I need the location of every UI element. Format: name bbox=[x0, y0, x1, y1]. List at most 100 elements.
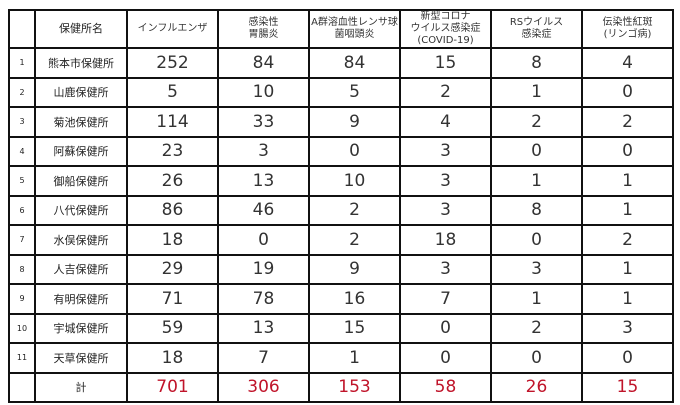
row-number: 1 bbox=[8, 47, 36, 79]
case-count: 0 bbox=[581, 342, 674, 374]
health-center-name: 熊本市保健所 bbox=[34, 47, 128, 79]
health-center-name: 宇城保健所 bbox=[34, 312, 128, 344]
case-count: 18 bbox=[399, 224, 492, 256]
header-line: 感染性 bbox=[248, 17, 279, 28]
case-count: 2 bbox=[308, 224, 401, 256]
case-count: 4 bbox=[399, 106, 492, 138]
case-count: 3 bbox=[490, 253, 583, 285]
table-row: 2 山鹿保健所 5 10 5 2 1 0 bbox=[8, 76, 674, 108]
case-count: 0 bbox=[581, 76, 674, 108]
table-row: 7 水俣保健所 18 0 2 18 0 2 bbox=[8, 224, 674, 256]
total-count: 153 bbox=[308, 371, 401, 403]
case-count: 16 bbox=[308, 283, 401, 315]
case-count: 7 bbox=[399, 283, 492, 315]
header-row: 保健所名 インフルエンザ 感染性 胃腸炎 A群溶血性レンサ球 菌咽頭炎 新型コロナ ウイルス… bbox=[8, 9, 674, 49]
row-number: 4 bbox=[8, 135, 36, 167]
header-disease: 新型コロナ ウイルス感染症 (COVID-19) bbox=[399, 9, 492, 49]
case-count: 9 bbox=[308, 253, 401, 285]
table-row: 5 御船保健所 26 13 10 3 1 1 bbox=[8, 165, 674, 197]
header-line: (リンゴ病) bbox=[603, 29, 652, 40]
case-count: 3 bbox=[217, 135, 310, 167]
header-disease: 伝染性紅斑 (リンゴ病) bbox=[581, 9, 674, 49]
case-count: 8 bbox=[490, 194, 583, 226]
row-number: 3 bbox=[8, 106, 36, 138]
case-count: 3 bbox=[399, 253, 492, 285]
case-count: 10 bbox=[308, 165, 401, 197]
health-center-name: 有明保健所 bbox=[34, 283, 128, 315]
case-count: 5 bbox=[308, 76, 401, 108]
header-name: 保健所名 bbox=[34, 9, 128, 49]
health-center-name: 阿蘇保健所 bbox=[34, 135, 128, 167]
health-center-name: 八代保健所 bbox=[34, 194, 128, 226]
case-count: 2 bbox=[399, 76, 492, 108]
case-count: 15 bbox=[308, 312, 401, 344]
case-count: 3 bbox=[581, 312, 674, 344]
row-number: 8 bbox=[8, 253, 36, 285]
case-count: 1 bbox=[581, 283, 674, 315]
health-center-name: 山鹿保健所 bbox=[34, 76, 128, 108]
case-count: 7 bbox=[217, 342, 310, 374]
header-no bbox=[8, 9, 36, 49]
table-row: 9 有明保健所 71 78 16 7 1 1 bbox=[8, 283, 674, 315]
health-center-name: 天草保健所 bbox=[34, 342, 128, 374]
header-disease: 感染性 胃腸炎 bbox=[217, 9, 310, 49]
case-count: 252 bbox=[126, 47, 219, 79]
case-count: 4 bbox=[581, 47, 674, 79]
row-number: 2 bbox=[8, 76, 36, 108]
case-count: 2 bbox=[490, 106, 583, 138]
case-count: 0 bbox=[490, 224, 583, 256]
row-number: 9 bbox=[8, 283, 36, 315]
table-row: 4 阿蘇保健所 23 3 0 3 0 0 bbox=[8, 135, 674, 167]
header-disease: RSウイルス 感染症 bbox=[490, 9, 583, 49]
case-count: 78 bbox=[217, 283, 310, 315]
case-count: 1 bbox=[581, 165, 674, 197]
row-number: 10 bbox=[8, 312, 36, 344]
case-count: 0 bbox=[308, 135, 401, 167]
table-row: 8 人吉保健所 29 19 9 3 3 1 bbox=[8, 253, 674, 285]
case-count: 84 bbox=[308, 47, 401, 79]
total-count: 701 bbox=[126, 371, 219, 403]
case-count: 1 bbox=[581, 194, 674, 226]
infection-report-table: 保健所名 インフルエンザ 感染性 胃腸炎 A群溶血性レンサ球 菌咽頭炎 新型コロナ ウイルス… bbox=[8, 9, 674, 403]
case-count: 3 bbox=[399, 165, 492, 197]
header-line: (COVID-19) bbox=[417, 35, 474, 46]
case-count: 1 bbox=[490, 283, 583, 315]
case-count: 2 bbox=[490, 312, 583, 344]
health-center-name: 水俣保健所 bbox=[34, 224, 128, 256]
case-count: 13 bbox=[217, 312, 310, 344]
total-blank bbox=[8, 371, 36, 403]
case-count: 26 bbox=[126, 165, 219, 197]
total-count: 306 bbox=[217, 371, 310, 403]
case-count: 5 bbox=[126, 76, 219, 108]
table-row: 11 天草保健所 18 7 1 0 0 0 bbox=[8, 342, 674, 374]
header-line: RSウイルス bbox=[509, 17, 564, 28]
case-count: 0 bbox=[490, 135, 583, 167]
row-number: 6 bbox=[8, 194, 36, 226]
case-count: 0 bbox=[399, 342, 492, 374]
case-count: 33 bbox=[217, 106, 310, 138]
case-count: 0 bbox=[217, 224, 310, 256]
case-count: 19 bbox=[217, 253, 310, 285]
header-disease: インフルエンザ bbox=[126, 9, 219, 49]
case-count: 59 bbox=[126, 312, 219, 344]
case-count: 10 bbox=[217, 76, 310, 108]
table-row: 6 八代保健所 86 46 2 3 8 1 bbox=[8, 194, 674, 226]
case-count: 29 bbox=[126, 253, 219, 285]
case-count: 71 bbox=[126, 283, 219, 315]
case-count: 9 bbox=[308, 106, 401, 138]
case-count: 18 bbox=[126, 224, 219, 256]
case-count: 3 bbox=[399, 194, 492, 226]
case-count: 84 bbox=[217, 47, 310, 79]
health-center-name: 菊池保健所 bbox=[34, 106, 128, 138]
case-count: 0 bbox=[581, 135, 674, 167]
row-number: 5 bbox=[8, 165, 36, 197]
case-count: 1 bbox=[308, 342, 401, 374]
case-count: 1 bbox=[490, 165, 583, 197]
row-number: 11 bbox=[8, 342, 36, 374]
case-count: 0 bbox=[490, 342, 583, 374]
case-count: 46 bbox=[217, 194, 310, 226]
total-count: 26 bbox=[490, 371, 583, 403]
header-line: 伝染性紅斑 bbox=[602, 17, 653, 28]
header-line: 胃腸炎 bbox=[248, 29, 279, 40]
health-center-name: 人吉保健所 bbox=[34, 253, 128, 285]
